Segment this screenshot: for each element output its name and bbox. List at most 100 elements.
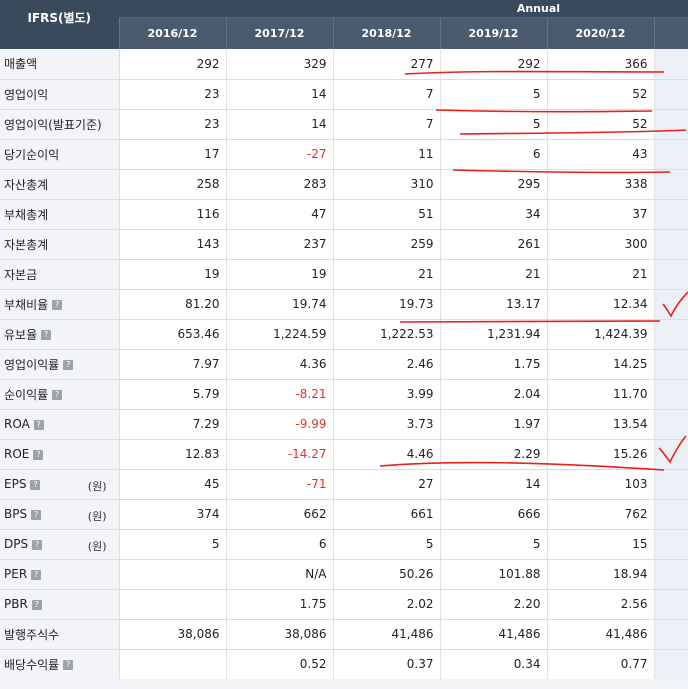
header-years: 2016/12 2017/12 2018/12 2019/12 2020/12 [0,17,688,49]
row-label: BPS? (원) [0,499,120,530]
value-cell: 41,486 [333,619,441,650]
row-label-text: ROE [4,447,30,461]
value-cell: 261 [440,229,548,260]
row-label-text: 영업이익 [4,87,49,102]
value-cell: 0.52 [226,649,334,680]
value-cell: 52 [547,109,655,140]
row-spacer [654,109,688,140]
help-icon[interactable]: ? [33,449,44,460]
help-icon[interactable]: ? [31,569,42,580]
row-label: 순이익률? [0,379,120,410]
value-cell: 237 [226,229,334,260]
value-cell: 1,231.94 [440,319,548,350]
help-icon[interactable]: ? [32,539,43,550]
row-label: 매출액 [0,49,120,80]
row-label: 자본총계 [0,229,120,260]
help-icon[interactable]: ? [52,300,63,310]
row-label: 영업이익률? [0,349,120,380]
value-cell: 50.26 [333,559,441,590]
row-spacer [654,409,688,440]
row-spacer [654,229,688,260]
value-cell [119,649,227,680]
row-label: 배당수익률? [0,649,120,680]
row-label-text: 영업이익률 [4,357,60,372]
value-cell: 4.46 [333,439,441,470]
row-label: 발행주식수 [0,619,120,650]
value-cell: 19.73 [333,289,441,320]
value-cell: 374 [119,499,227,530]
row-spacer [654,529,688,560]
value-cell: 101.88 [440,559,548,590]
value-cell: 81.20 [119,289,227,320]
value-cell: 2.04 [440,379,548,410]
value-cell: 12.34 [547,289,655,320]
value-cell: 13.54 [547,409,655,440]
row-label-text: 매출액 [4,57,38,72]
table-row: PER? N/A 50.26 101.88 18.94 [0,559,688,590]
row-spacer [654,469,688,500]
value-cell: 277 [333,49,441,80]
value-cell: 2.02 [333,589,441,620]
value-cell: 15 [547,529,655,560]
value-cell: 6 [440,139,548,170]
row-label-text: PER [4,567,28,581]
value-cell: 762 [547,499,655,530]
value-cell: 51 [333,199,441,230]
table-row: 영업이익 23 14 7 5 52 [0,79,688,110]
help-icon[interactable]: ? [31,509,42,520]
table-row: 자본총계 143 237 259 261 300 [0,229,688,260]
table-row: 매출액 292 329 277 292 366 [0,49,688,80]
value-cell: 2.56 [547,589,655,620]
table-row: BPS? (원) 374 662 661 666 762 [0,499,688,530]
value-cell: -71 [226,469,334,500]
value-cell: 366 [547,49,655,80]
value-cell: 18.94 [547,559,655,590]
value-cell: 5 [440,79,548,110]
value-cell: 43 [547,139,655,170]
value-cell: 34 [440,199,548,230]
row-spacer [654,139,688,170]
value-cell: 4.36 [226,349,334,380]
help-icon[interactable]: ? [31,599,42,610]
value-cell: 7.97 [119,349,227,380]
row-label: 자본금 [0,259,120,290]
row-spacer [654,259,688,290]
row-label: 당기순이익 [0,139,120,170]
value-cell: 143 [119,229,227,260]
value-cell: 13.17 [440,289,548,320]
value-cell: 19 [119,259,227,290]
value-cell: 0.37 [333,649,441,680]
help-icon[interactable]: ? [41,330,52,340]
row-label-text: 당기순이익 [4,147,60,162]
help-icon[interactable]: ? [30,479,41,490]
value-cell: 283 [226,169,334,200]
value-cell: 666 [440,499,548,530]
value-cell: 292 [119,49,227,80]
row-label-text: EPS [4,477,27,491]
help-icon[interactable]: ? [63,660,74,670]
value-cell: -9.99 [226,409,334,440]
value-cell: 1,224.59 [226,319,334,350]
value-cell: -14.27 [226,439,334,470]
row-spacer [654,589,688,620]
help-icon[interactable]: ? [33,419,44,430]
value-cell: 21 [547,259,655,290]
value-cell: -8.21 [226,379,334,410]
value-cell: 23 [119,79,227,110]
help-icon[interactable]: ? [52,390,63,400]
help-icon[interactable]: ? [63,360,74,370]
row-spacer [654,499,688,530]
row-label-text: 배당수익률 [4,657,60,672]
row-label-text: 발행주식수 [4,627,60,642]
value-cell: 258 [119,169,227,200]
value-cell: 3.99 [333,379,441,410]
table-body: 매출액 292 329 277 292 366 영업이익 23 14 7 5 52 영업이익(발표기준)… [0,49,688,680]
row-label-text: BPS [4,507,28,521]
value-cell: 7 [333,109,441,140]
value-cell: 661 [333,499,441,530]
row-spacer [654,649,688,680]
row-spacer [654,79,688,110]
value-cell: 14 [440,469,548,500]
value-cell: 295 [440,169,548,200]
